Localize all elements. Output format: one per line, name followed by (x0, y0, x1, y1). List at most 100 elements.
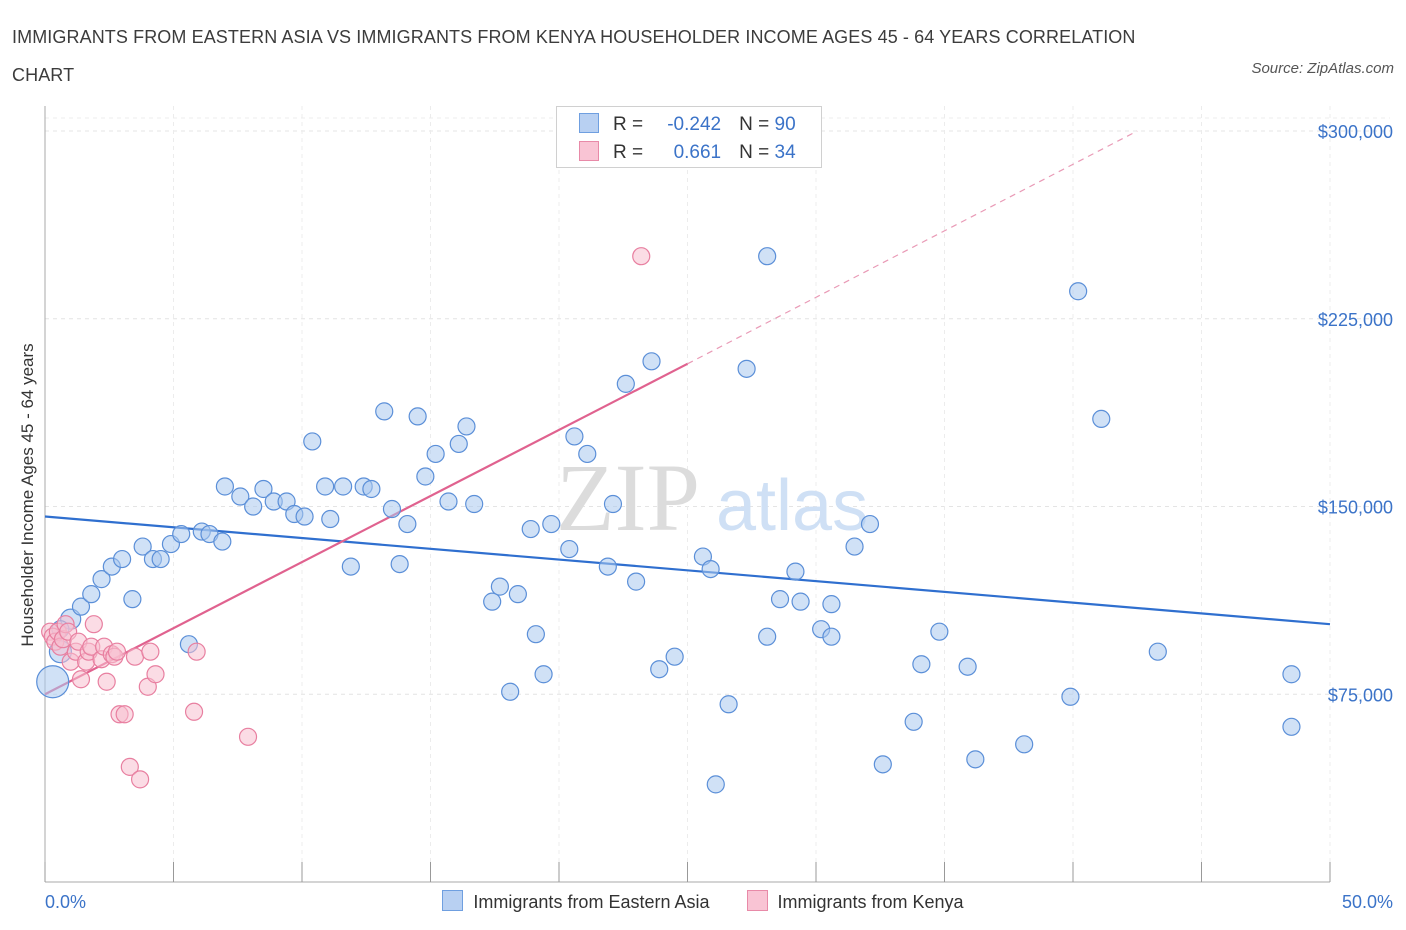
point-eastern-asia (501, 682, 520, 701)
legend-swatch-eastern-asia (579, 113, 599, 133)
point-eastern-asia (465, 494, 484, 514)
point-eastern-asia (1282, 665, 1301, 684)
point-kenya (187, 642, 206, 661)
y-tick-label: $75,000 (1328, 685, 1393, 705)
point-eastern-asia (1069, 282, 1088, 301)
point-eastern-asia (1015, 735, 1034, 754)
point-eastern-asia (382, 499, 402, 519)
r-label: R = (613, 114, 644, 135)
point-eastern-asia (578, 444, 597, 464)
x-tick-label: 50.0% (1342, 892, 1393, 912)
point-eastern-asia (1092, 409, 1111, 429)
watermark-zip: ZIP (556, 444, 700, 551)
point-eastern-asia (244, 497, 263, 516)
point-eastern-asia (416, 467, 435, 486)
x-tick-label: 0.0% (45, 892, 86, 912)
point-eastern-asia (490, 577, 509, 596)
point-eastern-asia (508, 585, 527, 604)
point-eastern-asia (133, 537, 152, 556)
point-eastern-asia (966, 750, 985, 769)
point-eastern-asia (483, 592, 502, 611)
point-eastern-asia (542, 514, 561, 534)
r-label: R = (613, 142, 644, 163)
point-kenya (71, 670, 91, 689)
point-eastern-asia (295, 507, 314, 526)
axes (44, 106, 1331, 883)
legend-swatch-kenya (746, 890, 768, 911)
point-eastern-asia (958, 657, 977, 676)
point-eastern-asia (213, 532, 232, 551)
trend-line-eastern-asia (44, 515, 1331, 626)
point-eastern-asia (1282, 717, 1301, 736)
point-eastern-asia (930, 622, 949, 641)
point-eastern-asia (873, 755, 892, 774)
point-kenya (125, 647, 145, 666)
point-eastern-asia (758, 247, 777, 266)
point-eastern-asia (786, 562, 805, 581)
r-value-eastern-asia: -0.242 (667, 114, 722, 135)
point-eastern-asia (701, 559, 720, 579)
point-eastern-asia (82, 585, 101, 604)
y-tick-label: $150,000 (1318, 498, 1393, 518)
n-label: N = (739, 114, 770, 135)
point-eastern-asia (822, 627, 841, 646)
point-eastern-asia (822, 595, 841, 614)
point-kenya (238, 727, 258, 746)
legend-item-kenya: Immigrants from Kenya (746, 890, 964, 913)
n-value-eastern-asia: 90 (774, 114, 796, 135)
y-tick-labels: $75,000 $150,000 $225,000 $300,000 (1318, 122, 1393, 705)
point-eastern-asia (603, 494, 623, 514)
point-eastern-asia (526, 625, 545, 644)
point-kenya (84, 615, 103, 634)
point-eastern-asia (172, 524, 191, 544)
point-eastern-asia (36, 665, 70, 699)
point-eastern-asia (341, 557, 360, 576)
point-eastern-asia (770, 590, 790, 609)
point-eastern-asia (398, 514, 417, 534)
point-kenya (146, 665, 165, 684)
point-eastern-asia (71, 597, 91, 616)
point-eastern-asia (112, 549, 132, 569)
point-eastern-asia (845, 537, 864, 556)
point-eastern-asia (362, 479, 381, 499)
point-eastern-asia (650, 660, 669, 679)
point-eastern-asia (598, 557, 617, 576)
point-eastern-asia (758, 627, 777, 646)
point-eastern-asia (303, 432, 322, 451)
point-eastern-asia (719, 695, 738, 714)
point-eastern-asia (565, 427, 584, 446)
source-label: Source: ZipAtlas.com (1251, 60, 1394, 77)
point-eastern-asia (860, 514, 880, 534)
data-points (36, 247, 1301, 794)
point-eastern-asia (560, 539, 579, 559)
chart-title: IMMIGRANTS FROM EASTERN ASIA VS IMMIGRAN… (12, 27, 1136, 85)
y-tick-label: $300,000 (1318, 122, 1393, 142)
point-eastern-asia (791, 592, 810, 611)
point-eastern-asia (521, 519, 540, 539)
point-eastern-asia (616, 374, 635, 393)
point-eastern-asia (1061, 687, 1080, 706)
point-eastern-asia (92, 570, 111, 589)
trend-line-extension-kenya (687, 130, 1138, 365)
point-eastern-asia (334, 477, 353, 496)
n-value-kenya: 34 (774, 142, 796, 163)
legend-row-eastern-asia: R = -0.242 N = 90 (579, 113, 796, 137)
point-kenya (632, 247, 651, 266)
legend-swatch-kenya (579, 141, 599, 161)
legend-item-eastern-asia: Immigrants from Eastern Asia (442, 890, 710, 913)
point-kenya (97, 672, 116, 691)
r-value-kenya: 0.661 (673, 142, 722, 163)
point-eastern-asia (215, 477, 234, 496)
point-eastern-asia (457, 417, 476, 436)
point-eastern-asia (316, 477, 335, 496)
point-eastern-asia (390, 554, 409, 574)
point-eastern-asia (439, 492, 458, 511)
y-tick-label: $225,000 (1318, 310, 1393, 330)
point-kenya (120, 757, 139, 776)
point-eastern-asia (912, 655, 931, 674)
legend-label-eastern-asia: Immigrants from Eastern Asia (473, 892, 710, 912)
point-eastern-asia (534, 665, 553, 684)
point-eastern-asia (665, 647, 684, 666)
point-eastern-asia (375, 402, 394, 421)
